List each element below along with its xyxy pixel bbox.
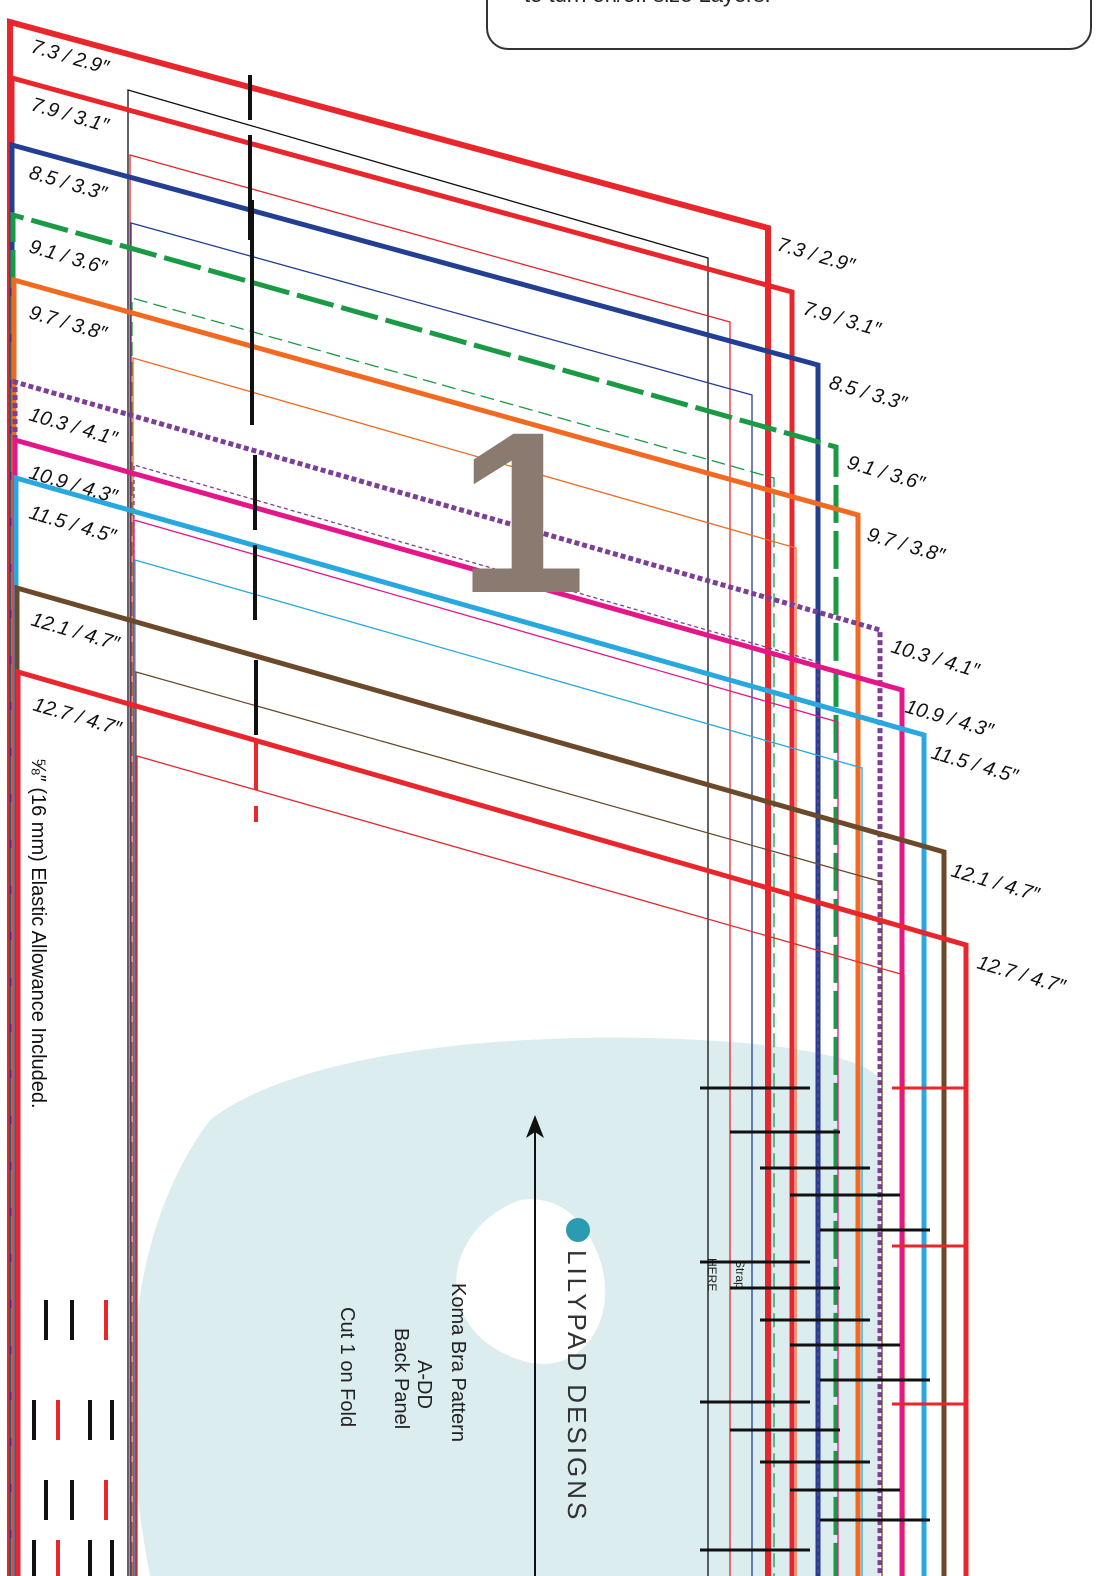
size-stitch-line (130, 222, 753, 1576)
size-label-right: 10.3 / 4.1″ (889, 636, 983, 683)
size-label-left: 11.5 / 4.5″ (27, 502, 119, 548)
background-shape (132, 1037, 880, 1576)
pattern-info: Koma Bra Pattern A-DD Back Panel Cut 1 o… (336, 1283, 469, 1442)
panel-number: 1 (458, 384, 586, 641)
pattern-title: Koma Bra Pattern (447, 1283, 469, 1442)
elastic-allowance-text: ⅝″ (16 mm) Elastic Allowance Included. (27, 758, 49, 1109)
size-label-right: 11.5 / 4.5″ (929, 742, 1021, 788)
layers-note: to turn on/off size Layers. (486, 0, 1092, 50)
size-stitch-line (127, 89, 709, 1576)
grainline-arrow (526, 1115, 544, 1576)
size-label-right: 12.7 / 4.7″ (975, 952, 1069, 999)
pattern-cut-instruction: Cut 1 on Fold (336, 1307, 358, 1427)
strap-marker-ticks (248, 75, 258, 735)
size-outlines (7, 18, 969, 1576)
size-label-right: 7.3 / 2.9″ (775, 234, 858, 278)
size-label-right: 12.1 / 4.7″ (949, 860, 1043, 907)
size-stitch-line (131, 297, 775, 1576)
logo-text: LILYPAD DESIGNS (562, 1250, 592, 1522)
pattern-size-range: A-DD (413, 1360, 435, 1409)
size-stitch-line (136, 755, 905, 1576)
size-stitch-line (133, 519, 839, 1576)
size-label-left: 10.9 / 4.3″ (27, 462, 121, 509)
size-stitch-line (132, 357, 797, 1576)
size-label-right: 9.7 / 3.8″ (865, 524, 948, 568)
svg-text:HERE: HERE (705, 1258, 719, 1291)
size-label-left: 9.1 / 3.6″ (27, 236, 110, 280)
size-label-right: 8.5 / 3.3″ (827, 372, 910, 416)
right-notch-ticks (700, 1086, 968, 1552)
size-label-right: 9.1 / 3.6″ (845, 452, 928, 496)
strap-here-label: Strap HERE (705, 1258, 747, 1291)
size-label-left: 9.7 / 3.8″ (27, 302, 110, 346)
pattern-piece-name: Back Panel (390, 1328, 412, 1429)
layers-note-text: to turn on/off size Layers. (524, 0, 771, 8)
size-label-right: 7.9 / 3.1″ (801, 298, 884, 342)
turtle-icon (566, 1218, 590, 1242)
size-stitch-line (129, 154, 731, 1576)
size-outline (15, 668, 969, 1576)
svg-text:Strap: Strap (733, 1260, 747, 1289)
size-label-left: 7.3 / 2.9″ (29, 36, 112, 80)
size-stitch-line (134, 559, 863, 1576)
left-notch-ticks (16, 1300, 114, 1576)
lilypad-logo: LILYPAD DESIGNS (562, 1218, 592, 1522)
